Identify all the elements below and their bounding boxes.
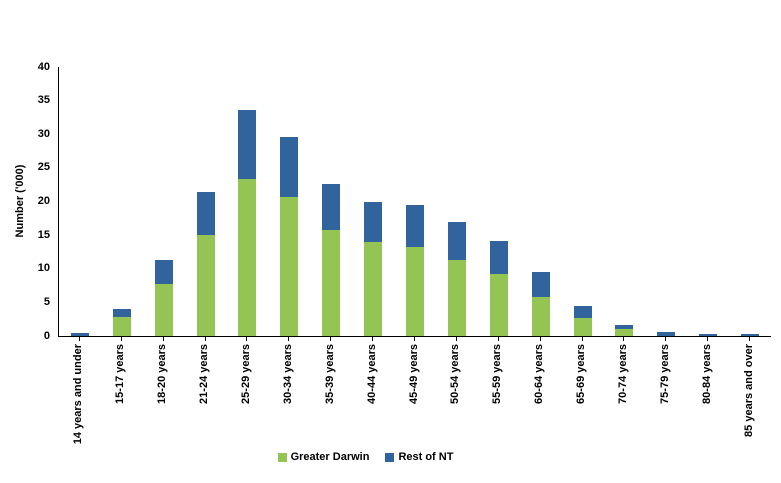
bar (573, 305, 592, 336)
bar (615, 325, 634, 336)
bar-segment-greater-darwin (112, 317, 131, 336)
x-axis-tick (120, 337, 122, 341)
x-axis-tick (665, 337, 667, 341)
x-axis-tick (246, 337, 248, 341)
y-axis-tick-label: 10 (37, 262, 50, 275)
bar-segment-greater-darwin (489, 274, 508, 336)
bar (741, 334, 760, 336)
bar-segment-rest-of-nt (615, 325, 634, 330)
x-axis-category-label: 65-69 years (575, 344, 588, 404)
x-axis-category-label: 21-24 years (198, 344, 211, 404)
bar-segment-rest-of-nt (280, 136, 299, 197)
bar-segment-greater-darwin (531, 297, 550, 336)
y-axis-tick-label: 5 (43, 295, 50, 308)
bar-segment-rest-of-nt (447, 221, 466, 261)
bar-segment-rest-of-nt (70, 333, 89, 336)
y-axis-tick-label: 25 (37, 161, 50, 174)
x-axis-tick (330, 337, 332, 341)
bar-segment-greater-darwin (364, 241, 383, 336)
x-axis-category-label: 50-54 years (449, 344, 462, 404)
x-axis-category-label: 85 years and over (742, 344, 755, 437)
bar-segment-rest-of-nt (699, 333, 718, 336)
legend-item-greater-darwin: Greater Darwin (277, 451, 370, 463)
bar-segment-rest-of-nt (238, 110, 257, 180)
bar (364, 201, 383, 336)
x-axis-category-label: 60-64 years (533, 344, 546, 404)
bar (531, 272, 550, 336)
x-axis-tick (78, 337, 80, 341)
y-axis-tick-label: 35 (37, 94, 50, 107)
bar (154, 260, 173, 336)
x-axis-category-label: 35-39 years (323, 344, 336, 404)
bar-segment-greater-darwin (322, 229, 341, 336)
x-axis-tick (497, 337, 499, 341)
bar (112, 309, 131, 336)
bar (322, 184, 341, 336)
bar-segment-greater-darwin (573, 317, 592, 336)
x-axis-tick (162, 337, 164, 341)
bar-segment-greater-darwin (154, 284, 173, 336)
x-axis-tick (204, 337, 206, 341)
x-axis-category-label: 55-59 years (491, 344, 504, 404)
legend-item-rest-of-nt: Rest of NT (385, 451, 453, 463)
legend: Greater Darwin Rest of NT (0, 451, 731, 463)
x-axis-tick (288, 337, 290, 341)
x-axis-tick (455, 337, 457, 341)
bar (657, 331, 676, 336)
y-axis-tick-label: 30 (37, 127, 50, 140)
x-axis-tick (414, 337, 415, 341)
bar-segment-rest-of-nt (406, 204, 424, 248)
bar-segment-greater-darwin (447, 260, 466, 336)
x-axis-category-label: 30-34 years (281, 344, 294, 404)
x-axis-tick (581, 337, 583, 341)
bar-segment-greater-darwin (280, 196, 299, 336)
bar-segment-rest-of-nt (364, 201, 383, 242)
bar (70, 333, 89, 336)
y-axis-tick-label: 0 (43, 329, 50, 342)
bar-segment-rest-of-nt (573, 305, 592, 318)
x-axis-category-label: 18-20 years (156, 344, 169, 404)
bar-segment-rest-of-nt (196, 192, 215, 236)
bar-segment-rest-of-nt (741, 334, 760, 336)
bar (238, 110, 257, 336)
bar-segment-rest-of-nt (531, 272, 550, 297)
legend-label-greater-darwin: Greater Darwin (290, 451, 370, 463)
x-axis-category-label: 70-74 years (616, 344, 629, 404)
x-axis-category-label: 45-49 years (407, 344, 420, 404)
x-axis-tick (707, 337, 709, 341)
plot-area (58, 67, 771, 337)
x-axis-category-label: 15-17 years (114, 344, 127, 404)
bar-segment-greater-darwin (615, 329, 634, 336)
y-axis-tick-label: 15 (37, 228, 50, 241)
y-axis-tick-label: 20 (37, 195, 50, 207)
bar (406, 204, 424, 336)
bar (489, 241, 508, 336)
bar (447, 221, 466, 336)
x-axis-tick (372, 337, 374, 341)
x-axis-tick (749, 337, 751, 341)
y-axis-tick-label: 40 (37, 60, 50, 73)
bar-segment-rest-of-nt (489, 241, 508, 275)
bar-segment-greater-darwin (238, 179, 257, 336)
bar (699, 333, 718, 336)
bar-segment-rest-of-nt (657, 331, 676, 336)
x-axis-category-label: 40-44 years (365, 344, 378, 404)
bar-segment-rest-of-nt (322, 184, 341, 230)
x-axis-category-label: 80-84 years (700, 344, 713, 404)
x-axis-tick (623, 337, 625, 341)
bar-segment-greater-darwin (406, 247, 424, 336)
legend-swatch-rest-of-nt (385, 452, 395, 462)
bar (280, 136, 299, 336)
bar-segment-rest-of-nt (154, 260, 173, 285)
x-axis-category-label: 25-29 years (239, 344, 252, 404)
legend-swatch-greater-darwin (277, 452, 287, 462)
bar-segment-greater-darwin (196, 235, 215, 336)
bar-segment-rest-of-nt (112, 309, 131, 318)
x-axis-category-label: 14 years and under (72, 344, 85, 445)
x-axis-tick (539, 337, 541, 341)
x-axis-category-label: 75-79 years (658, 344, 671, 404)
legend-label-rest-of-nt: Rest of NT (398, 451, 454, 463)
bar (196, 192, 215, 336)
